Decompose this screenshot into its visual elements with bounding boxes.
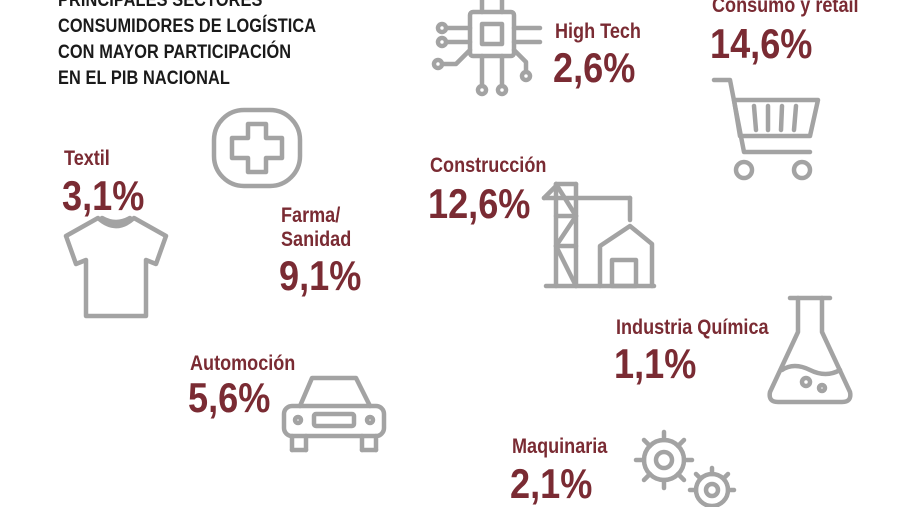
tshirt-icon xyxy=(63,215,169,319)
circuit-chip-icon xyxy=(431,0,543,97)
gears-icon xyxy=(633,429,737,507)
title-line: PRINCIPALES SECTORES xyxy=(58,0,263,11)
sector-label-farma-1: Farma/ xyxy=(281,204,341,227)
sector-label-quimica: Industria Química xyxy=(616,316,769,339)
sector-label-automocion: Automoción xyxy=(190,352,296,375)
title-line: CONSUMIDORES DE LOGÍSTICA xyxy=(58,16,317,37)
sector-value-maquinaria: 2,1% xyxy=(510,460,593,507)
sector-label-farma-2: Sanidad xyxy=(281,228,352,251)
sector-label-consumo: Consumo y retail xyxy=(712,0,859,17)
sector-value-high-tech: 2,6% xyxy=(553,44,636,91)
medical-cross-icon xyxy=(211,107,303,189)
crane-building-icon xyxy=(541,181,657,289)
car-icon xyxy=(281,375,387,453)
sector-label-textil: Textil xyxy=(64,147,110,170)
sector-value-automocion: 5,6% xyxy=(188,374,271,421)
sector-label-high-tech: High Tech xyxy=(555,20,641,43)
title-line: EN EL PIB NACIONAL xyxy=(58,68,230,89)
flask-icon xyxy=(767,295,853,405)
sector-value-quimica: 1,1% xyxy=(614,340,697,387)
sector-value-construccion: 12,6% xyxy=(428,180,531,227)
sector-label-maquinaria: Maquinaria xyxy=(512,435,608,458)
infographic-title: PRINCIPALES SECTORES CONSUMIDORES DE LOG… xyxy=(58,0,342,92)
sector-label-construccion: Construcción xyxy=(430,154,547,177)
shopping-cart-icon xyxy=(711,77,821,181)
sector-value-consumo: 14,6% xyxy=(710,20,813,67)
title-line: CON MAYOR PARTICIPACIÓN xyxy=(58,42,292,63)
sector-value-textil: 3,1% xyxy=(62,172,145,219)
sector-value-farma: 9,1% xyxy=(279,252,362,299)
